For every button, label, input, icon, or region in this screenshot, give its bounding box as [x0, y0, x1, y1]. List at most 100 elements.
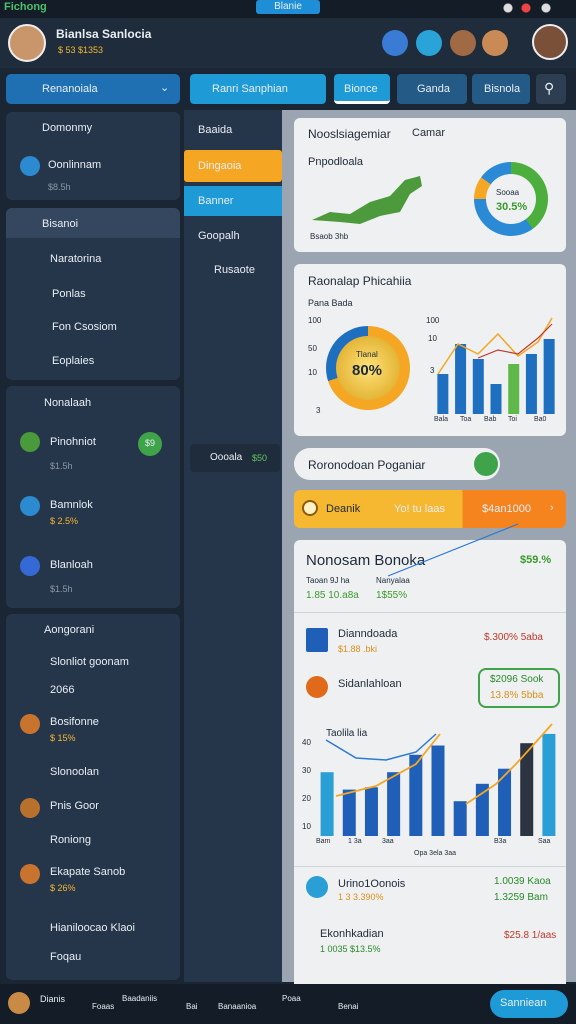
tick-label: 10: [428, 334, 437, 343]
icons[interactable]: [502, 2, 570, 14]
map-label: Pnpodloala: [308, 156, 364, 168]
tick-label: 100: [308, 316, 322, 325]
bottom-button[interactable]: [490, 990, 568, 1018]
promo[interactable]: Roronodoan Poganiar: [294, 448, 500, 480]
bottom-item[interactable]: Benai: [338, 1002, 359, 1011]
item[interactable]: Blanloah: [50, 559, 93, 571]
item-label: Sidanlahloan: [338, 678, 402, 690]
bar: [342, 789, 356, 836]
avatar-3[interactable]: [482, 30, 508, 56]
item-sub: 1 0035 $13.5%: [320, 944, 381, 954]
bar: [543, 339, 555, 414]
icon: [20, 496, 40, 516]
avatar[interactable]: [8, 992, 30, 1014]
item-value: $2096 Sook: [490, 674, 544, 685]
icon: [306, 628, 328, 652]
banner[interactable]: Deanik Yo! tu laas $4an1000 ›: [294, 490, 566, 528]
item[interactable]: Ekapate Sanob: [50, 866, 126, 878]
globe[interactable]: [382, 30, 408, 56]
item[interactable]: Fon Csosiom: [52, 321, 117, 333]
item[interactable]: Oonlinnam: [48, 159, 102, 171]
card-title: Nooslsiagemiar: [308, 127, 391, 141]
donut-value: 30.5%: [496, 201, 528, 213]
bottom-button-label: Sanniean: [500, 997, 547, 1009]
item-sub: $ 15%: [50, 733, 76, 743]
summary-label: Nanyalaa: [376, 576, 410, 585]
bar-chart: [320, 723, 556, 836]
avatar-4[interactable]: [532, 24, 568, 60]
bar: [320, 772, 334, 836]
bottom-item[interactable]: Bai: [186, 1002, 198, 1011]
search[interactable]: ⚲: [536, 74, 566, 104]
group: Nonalaah Pinohniot $1.5h $9 Bamnlok $ 2.…: [6, 386, 180, 608]
item-label: Ekonhkadian: [320, 928, 384, 940]
item[interactable]: Naratorina: [50, 253, 102, 265]
tab[interactable]: Bionce: [334, 74, 390, 104]
nav-selected[interactable]: [184, 186, 282, 216]
chevron: ⌄: [160, 82, 170, 94]
divider: [294, 612, 566, 613]
x-label: B3a: [494, 838, 507, 845]
tick-label: 3: [430, 366, 435, 375]
banner-mid: Yo! tu laas: [394, 503, 445, 515]
item-sub: $ 2.5%: [50, 516, 79, 526]
item[interactable]: Slonliot goonam: [50, 656, 129, 668]
banner-icon: [302, 500, 318, 516]
nav-item[interactable]: Baaida: [198, 124, 233, 136]
item[interactable]: 2066: [50, 684, 75, 696]
nav-item[interactable]: Goopalh: [198, 230, 240, 242]
x-label: Bab: [484, 416, 497, 423]
avatar[interactable]: [8, 24, 46, 62]
bottom-item[interactable]: Banaanioa: [218, 1002, 257, 1011]
card-subtitle: Pana Bada: [308, 298, 353, 308]
item[interactable]: Foqau: [50, 951, 82, 963]
item[interactable]: Roniong: [50, 834, 91, 846]
group-title: Domonmy: [42, 122, 93, 134]
tick-label: 20: [302, 794, 311, 803]
bar: [498, 768, 512, 836]
group-title: Nonalaah: [44, 397, 92, 409]
center-tab[interactable]: Blanie: [256, 0, 320, 14]
x-label: Opa 3ela 3aa: [414, 850, 457, 857]
item-sub: $1.5h: [50, 584, 73, 594]
bottom-item[interactable]: Foaas: [92, 1002, 115, 1011]
item-value: $25.8 1/aas: [504, 930, 557, 941]
group-title: Bisanoi: [42, 218, 79, 230]
item-label: Dianndoada: [338, 628, 398, 640]
item[interactable]: Ponlas: [52, 288, 86, 300]
item[interactable]: Hianiloocao Klaoi: [50, 922, 135, 934]
item[interactable]: Bamnlok: [50, 499, 93, 511]
gauge-value: 80%: [352, 362, 383, 379]
group: Aongorani Slonliot goonam 2066 Bosifonne…: [6, 614, 180, 980]
item[interactable]: Pnis Goor: [50, 800, 99, 812]
bar: [453, 801, 467, 836]
tab[interactable]: Ganda: [397, 74, 467, 104]
bottom-item[interactable]: Poaa: [282, 994, 301, 1003]
icon: [306, 676, 328, 698]
item[interactable]: Eoplaies: [52, 355, 95, 367]
search-icon: ⚲: [544, 80, 555, 96]
banner-right: $4an1000: [482, 503, 531, 515]
dropdown[interactable]: Renanoiala ⌄: [6, 74, 180, 104]
tab[interactable]: Bisnola: [472, 74, 530, 104]
nav-item[interactable]: Rusaote: [214, 264, 255, 276]
bar: [364, 787, 378, 836]
item[interactable]: Pinohniot: [50, 436, 96, 448]
icon: [20, 798, 40, 818]
bottom-item[interactable]: Baadaniis: [122, 994, 158, 1003]
chip[interactable]: [190, 444, 280, 472]
tab-label: Ganda: [417, 83, 451, 95]
chat[interactable]: [416, 30, 442, 56]
tab[interactable]: Ranri Sanphian: [190, 74, 326, 104]
nav-active[interactable]: [184, 150, 282, 182]
avatar-2[interactable]: [450, 30, 476, 56]
item[interactable]: Bosifonne: [50, 716, 99, 728]
user-name: Bianlsa Sanlocia: [56, 27, 152, 41]
bottom-item[interactable]: Dianis: [40, 994, 66, 1004]
x-label: Bala: [434, 416, 449, 423]
item[interactable]: Slonoolan: [50, 766, 99, 778]
user-sub: $ 53 $1353: [58, 45, 104, 55]
header: Bianlsa Sanlocia $ 53 $1353: [0, 18, 576, 68]
nav-item: Dingaoia: [198, 160, 242, 172]
item-sub: $8.5h: [48, 182, 71, 192]
